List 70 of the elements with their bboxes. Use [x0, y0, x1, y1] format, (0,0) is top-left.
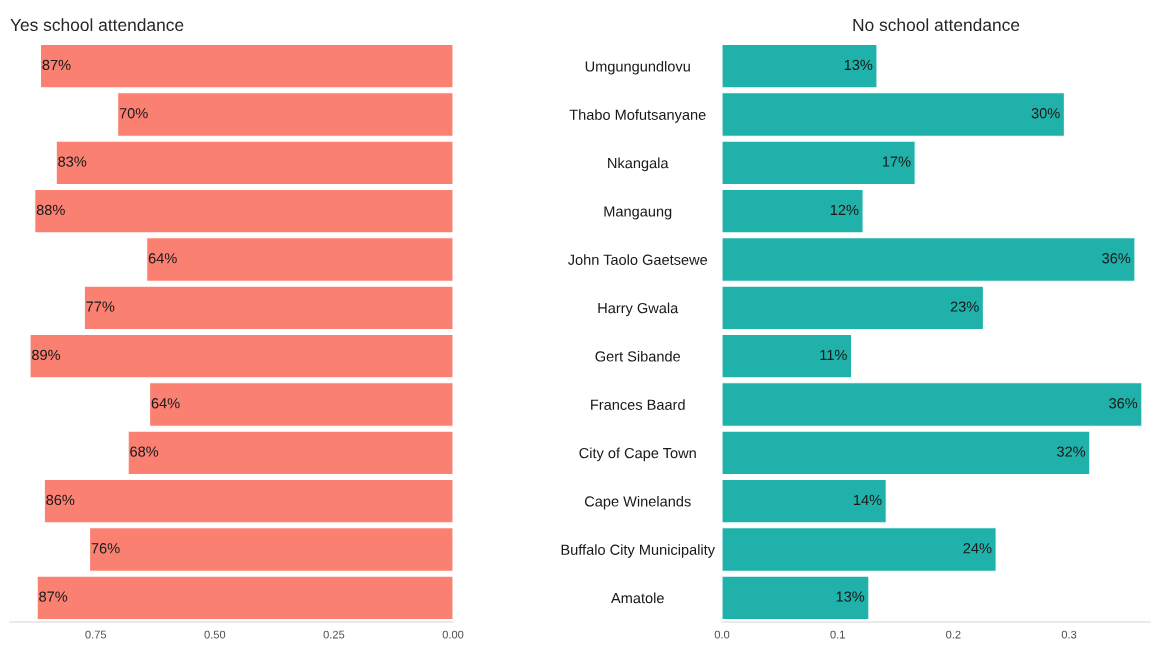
data-label: 77% [86, 301, 115, 312]
data-label: 64% [148, 253, 177, 264]
chart-title: No school attendance [853, 18, 1020, 32]
data-label: 83% [58, 156, 87, 167]
bar [722, 382, 1143, 427]
bar [83, 285, 453, 331]
bar [36, 575, 453, 621]
data-label: 86% [46, 494, 75, 506]
data-label: 36% [1102, 253, 1131, 264]
y-tick-label: Cape Winelands [584, 495, 691, 510]
bar [722, 237, 1136, 282]
bar [722, 575, 870, 621]
data-label: 70% [119, 108, 148, 119]
bar [722, 478, 887, 524]
y-tick-label: Gert Sibande [595, 350, 681, 362]
y-tick-label: Thabo Mofutsanyane [569, 109, 706, 123]
y-tick-label: City of Cape Town [579, 447, 696, 462]
data-label: 68% [130, 446, 159, 457]
y-tick-label: Nkangala [608, 157, 669, 172]
bar [127, 430, 453, 476]
bar [149, 382, 453, 427]
y-tick-label: Umgungundlovu [585, 60, 690, 75]
data-label: 76% [91, 543, 120, 554]
data-label: 14% [854, 494, 882, 506]
x-tick-label: 0.75 [85, 630, 107, 639]
x-tick-label: 0.50 [204, 630, 226, 639]
bar [146, 237, 453, 282]
bar [722, 527, 997, 572]
data-label: 88% [36, 204, 65, 216]
x-tick-label: 0.00 [442, 630, 464, 639]
bar [722, 188, 864, 234]
data-label: 87% [42, 59, 71, 71]
x-tick-label: 0.1 [830, 630, 845, 639]
bar [722, 430, 1091, 476]
bar [722, 140, 916, 186]
data-label: 87% [39, 591, 68, 602]
data-label: 64% [151, 398, 180, 409]
data-label: 12% [830, 204, 859, 216]
data-label: 17% [882, 156, 911, 167]
bar [55, 140, 453, 186]
data-label: 13% [836, 591, 865, 602]
bar [722, 285, 984, 331]
y-tick-label: John Taolo Gaetsewe [567, 254, 708, 265]
y-tick-label: Buffalo City Municipality [561, 544, 715, 558]
bar [722, 43, 878, 89]
x-tick-label: 0.2 [946, 630, 961, 639]
data-label: 23% [950, 301, 979, 312]
bar [722, 333, 853, 379]
x-tick-label: 0.25 [323, 630, 345, 639]
bar [117, 92, 453, 137]
data-label: 11% [820, 349, 847, 361]
bar [39, 43, 453, 89]
bar [43, 478, 453, 524]
data-label: 24% [963, 543, 992, 554]
x-tick-label: 0.3 [1061, 630, 1077, 639]
bar [722, 92, 1065, 137]
data-label: 36% [1109, 398, 1138, 409]
bar [34, 188, 453, 234]
bar [29, 333, 453, 379]
y-tick-label: Harry Gwala [598, 302, 679, 317]
data-label: 89% [32, 349, 61, 361]
chart-title: Yes school attendance [10, 18, 184, 32]
y-tick-label: Frances Baard [591, 399, 685, 410]
data-label: 32% [1057, 446, 1086, 457]
bar [88, 527, 453, 572]
y-tick-label: Mangaung [604, 206, 672, 220]
data-label: 30% [1031, 108, 1060, 119]
x-tick-label: 0.0 [714, 630, 730, 639]
data-label: 13% [844, 59, 873, 71]
y-tick-label: Amatole [611, 592, 664, 604]
